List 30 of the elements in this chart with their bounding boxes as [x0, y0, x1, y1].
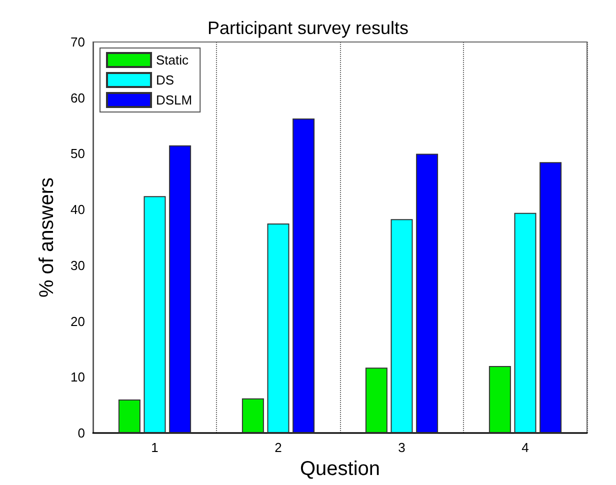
bar	[514, 212, 536, 433]
bar	[118, 399, 140, 433]
x-axis-title: Question	[300, 458, 380, 480]
y-axis-title: % of answers	[36, 177, 58, 298]
bar	[488, 366, 511, 433]
bar	[242, 398, 264, 433]
legend-label: Static	[156, 52, 190, 68]
x-tick-label: 2	[274, 440, 282, 455]
y-tick-label: 70	[70, 34, 85, 50]
y-tick-label: 20	[70, 314, 85, 329]
x-tick-label: 4	[522, 440, 529, 455]
y-tick-label: 30	[70, 258, 85, 273]
y-tick-label: 50	[70, 146, 85, 162]
bar	[390, 219, 413, 433]
y-tick-label: 10	[70, 370, 85, 385]
bar	[267, 224, 290, 433]
y-tick-label: 40	[70, 202, 85, 218]
bar	[365, 368, 388, 433]
y-tick-label: 60	[70, 90, 85, 106]
bar	[416, 154, 438, 433]
x-tick-label: 3	[398, 440, 406, 455]
bar	[292, 118, 315, 433]
y-tick-label: 0	[78, 426, 85, 440]
legend-label: DSLM	[156, 92, 192, 108]
legend-label: DS	[156, 72, 174, 88]
bar	[169, 145, 192, 433]
bar	[540, 162, 562, 433]
chart-title: Participant survey results	[207, 18, 409, 38]
bar	[144, 196, 166, 433]
x-tick-label: 1	[151, 440, 158, 455]
